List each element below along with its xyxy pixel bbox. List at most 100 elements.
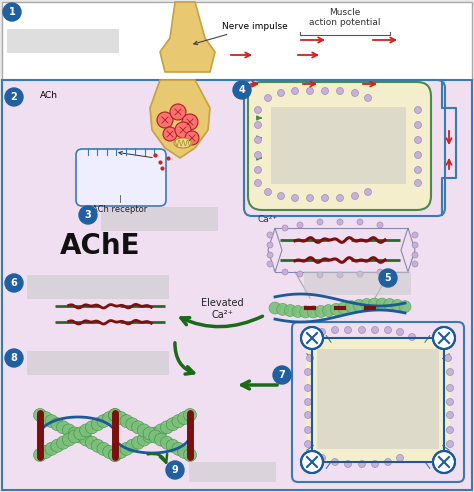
Circle shape [447,399,454,405]
Text: 7: 7 [279,370,285,380]
Circle shape [396,455,403,461]
Circle shape [143,427,156,440]
Circle shape [414,106,421,114]
Circle shape [68,427,81,440]
Circle shape [304,385,311,392]
FancyBboxPatch shape [304,271,411,295]
Circle shape [447,440,454,448]
Circle shape [91,418,104,430]
Circle shape [304,427,311,433]
Circle shape [267,232,273,238]
Circle shape [267,242,273,248]
Ellipse shape [174,138,192,148]
Circle shape [352,90,358,96]
Circle shape [337,219,343,225]
Circle shape [412,261,418,267]
Circle shape [447,369,454,375]
Circle shape [384,299,396,310]
Circle shape [292,194,299,202]
Circle shape [353,300,365,311]
Circle shape [297,271,303,277]
Circle shape [267,252,273,258]
Circle shape [264,188,272,195]
Circle shape [337,194,344,202]
Circle shape [414,180,421,186]
Circle shape [255,106,262,114]
Circle shape [255,166,262,174]
Circle shape [412,242,418,248]
Circle shape [255,180,262,186]
Circle shape [166,439,179,452]
FancyBboxPatch shape [101,207,218,231]
Circle shape [319,329,326,336]
Circle shape [322,305,335,316]
Text: 4: 4 [238,85,246,95]
FancyBboxPatch shape [27,275,169,299]
Circle shape [97,442,110,456]
Circle shape [157,112,173,128]
Circle shape [255,136,262,144]
Circle shape [345,327,352,334]
Circle shape [109,408,121,422]
Circle shape [114,445,128,459]
Circle shape [185,131,199,145]
Circle shape [3,3,21,21]
Circle shape [155,424,168,437]
Text: 9: 9 [172,465,178,475]
Circle shape [172,415,185,428]
Circle shape [132,421,145,434]
Text: 1: 1 [9,7,15,17]
Circle shape [163,127,177,141]
Circle shape [267,261,273,267]
Circle shape [412,232,418,238]
Circle shape [399,301,411,312]
Text: Muscle
action potential: Muscle action potential [309,8,381,28]
Circle shape [97,415,110,428]
Circle shape [352,192,358,199]
Circle shape [396,329,403,336]
FancyBboxPatch shape [2,2,472,80]
Circle shape [337,88,344,94]
FancyBboxPatch shape [27,351,169,375]
FancyBboxPatch shape [244,80,445,216]
Circle shape [301,451,323,473]
FancyBboxPatch shape [271,107,406,184]
Polygon shape [160,2,215,72]
Circle shape [143,430,156,443]
Circle shape [45,415,58,428]
Circle shape [317,219,323,225]
FancyBboxPatch shape [2,80,472,490]
Circle shape [414,122,421,128]
Circle shape [34,408,46,422]
Text: Nerve impulse: Nerve impulse [194,22,288,45]
Circle shape [321,194,328,202]
Circle shape [120,415,133,428]
Circle shape [358,461,365,467]
Circle shape [182,114,198,130]
Circle shape [63,433,75,446]
Circle shape [384,459,392,465]
Circle shape [80,433,92,446]
Circle shape [126,418,139,430]
Circle shape [361,299,373,310]
Circle shape [149,427,162,440]
Circle shape [91,439,104,452]
Text: Elevated
Ca²⁺: Elevated Ca²⁺ [201,298,243,320]
Circle shape [85,436,99,449]
Polygon shape [150,80,210,158]
Circle shape [74,430,87,443]
Circle shape [284,305,296,316]
Circle shape [304,411,311,419]
Circle shape [307,194,313,202]
Circle shape [51,439,64,452]
Circle shape [338,302,350,314]
Text: 5: 5 [384,273,392,283]
Circle shape [384,327,392,334]
Circle shape [39,445,52,459]
Text: 2: 2 [10,92,18,102]
Circle shape [51,418,64,430]
Circle shape [5,88,23,106]
Circle shape [269,302,281,314]
Circle shape [282,269,288,275]
Circle shape [160,421,173,434]
